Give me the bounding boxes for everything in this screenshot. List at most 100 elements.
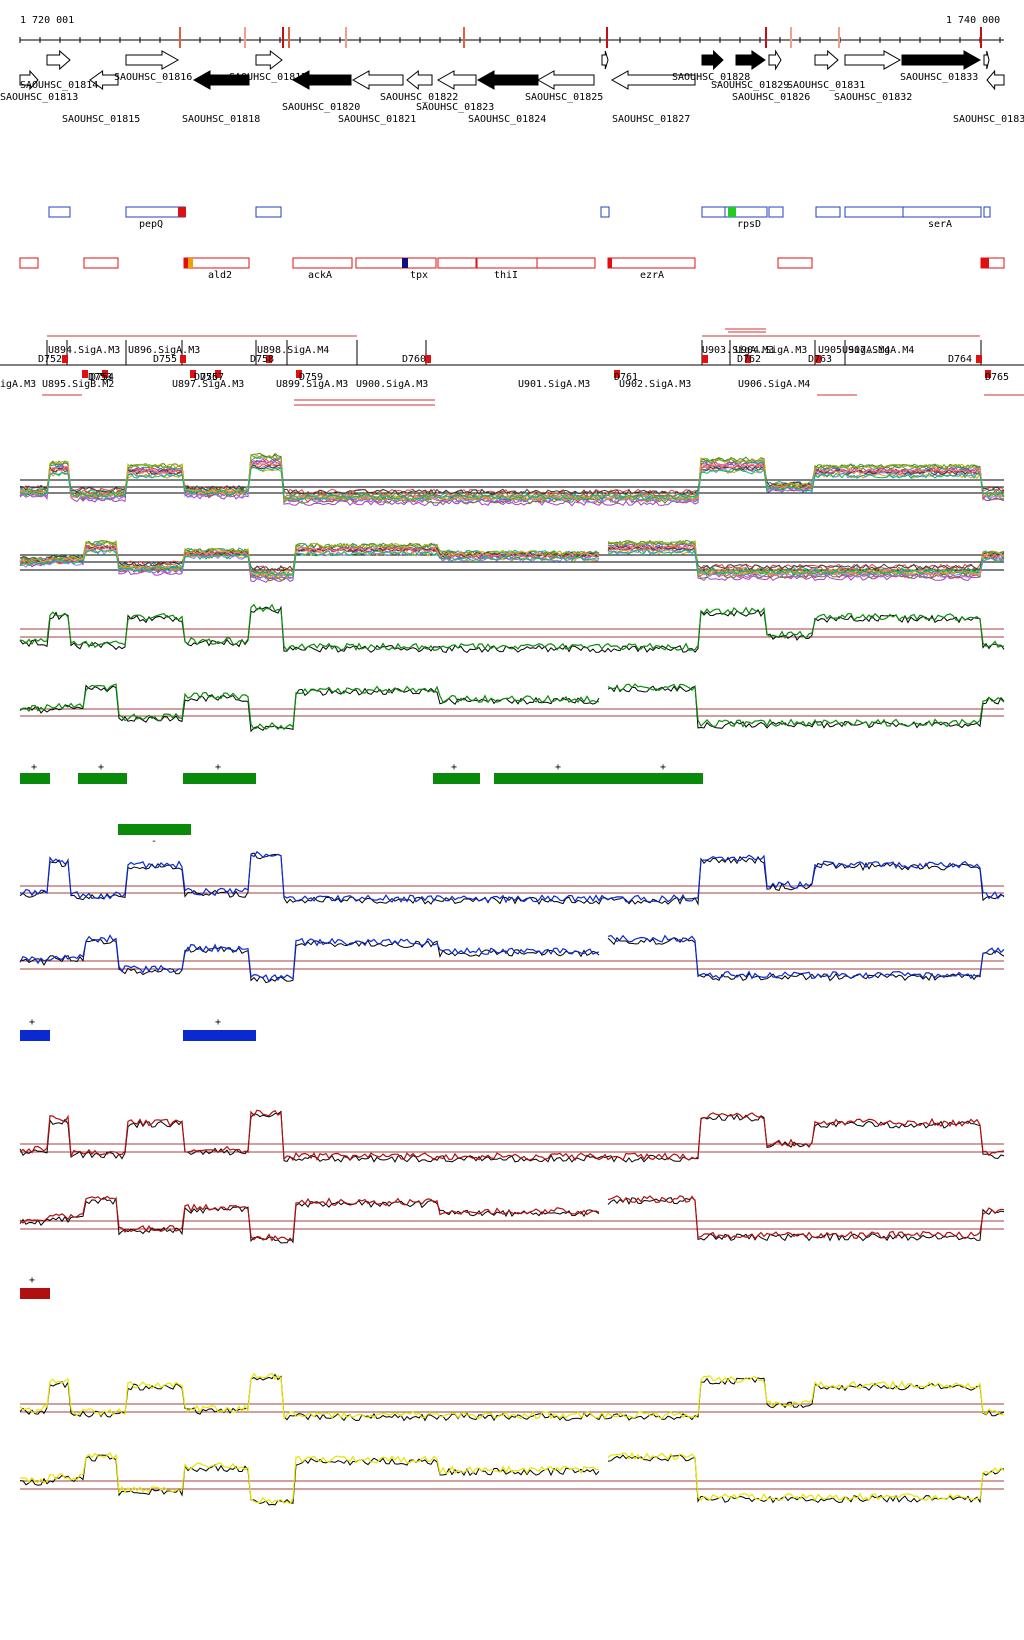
segment-label[interactable]: U906.SigA.M4 xyxy=(738,379,810,390)
expression-series xyxy=(19,850,1005,904)
gene-label[interactable]: SAOUHSC_01828 xyxy=(672,72,750,83)
segment-marker xyxy=(62,355,68,363)
gene-name[interactable]: rpsD xyxy=(737,219,761,230)
annotation-box xyxy=(607,257,696,269)
d-label[interactable]: D758 xyxy=(250,354,274,365)
gene-label[interactable]: SAOUHSC_01817 xyxy=(229,72,307,83)
gene-label[interactable]: SAOUHSC_01824 xyxy=(468,114,546,125)
gene-label[interactable]: SAOUHSC_01821 xyxy=(338,114,416,125)
gene-label[interactable]: SAOUHSC_01826 xyxy=(732,92,810,103)
segment-label[interactable]: U896.SigA.M3 xyxy=(128,345,200,356)
significance-bar xyxy=(433,773,480,784)
strand-mark: + xyxy=(29,1275,35,1286)
segment-marker xyxy=(976,355,982,363)
expression-series xyxy=(19,1109,1005,1162)
d-label[interactable]: D754 xyxy=(90,372,114,383)
d-label[interactable]: D761 xyxy=(614,372,638,383)
segment-label[interactable]: U902.SigA.M3 xyxy=(619,379,691,390)
segment-marker xyxy=(215,370,221,378)
segment-marker xyxy=(296,370,302,378)
gene-label[interactable]: SAOUHSC_01816 xyxy=(114,72,192,83)
gene-label[interactable]: SAOUHSC_01833 xyxy=(900,72,978,83)
segment-label[interactable]: U904.SigA.M3 xyxy=(735,345,807,356)
annotation-box xyxy=(815,206,841,218)
segment-label[interactable]: igA.M3 xyxy=(0,379,36,390)
annotation-track-blue xyxy=(48,206,991,218)
expression-series xyxy=(19,605,1005,654)
strand-mark: + xyxy=(31,762,37,773)
annotation-track-red xyxy=(19,257,1005,269)
gene-name[interactable]: ezrA xyxy=(640,270,664,281)
strand-mark: + xyxy=(98,762,104,773)
gene-name[interactable]: pepQ xyxy=(139,219,163,230)
segment-label[interactable]: U905.SigA.M4 xyxy=(818,345,890,356)
marker-box xyxy=(184,258,188,268)
strand-mark: + xyxy=(215,1017,221,1028)
annotation-box xyxy=(476,257,538,269)
gene-label[interactable]: SAOUHSC_01820 xyxy=(282,102,360,113)
d-label[interactable]: D765 xyxy=(985,372,1009,383)
gene-label[interactable]: SAOUHSC_01813 xyxy=(0,92,78,103)
d-label[interactable]: D762 xyxy=(737,354,761,365)
strand-mark: - xyxy=(151,836,157,847)
d-label[interactable]: D763 xyxy=(808,354,832,365)
gene-name[interactable]: ald2 xyxy=(208,270,232,281)
d-label[interactable]: D752 xyxy=(38,354,62,365)
d-label[interactable]: D759 xyxy=(299,372,323,383)
segment-marker xyxy=(266,355,272,363)
gene-label[interactable]: SAOUHSC_01822 xyxy=(380,92,458,103)
gene-name[interactable]: thiI xyxy=(494,270,518,281)
expression-series xyxy=(19,1110,1005,1163)
annotation-box xyxy=(255,206,282,218)
segment-marker xyxy=(985,370,991,378)
gene-label[interactable]: SAOUHSC_01823 xyxy=(416,102,494,113)
segment-label[interactable]: U898.SigA.M4 xyxy=(257,345,329,356)
gene-arrow xyxy=(536,70,595,90)
gene-arrow xyxy=(735,50,766,70)
expression-series xyxy=(19,936,1005,984)
segment-label[interactable]: U895.SigB.M2 xyxy=(42,379,114,390)
d-label[interactable]: D755 xyxy=(153,354,177,365)
gene-arrow xyxy=(19,69,39,91)
gene-label[interactable]: SAOUHSC_01814 xyxy=(20,80,98,91)
gene-label[interactable]: SAOUHSC_01825 xyxy=(525,92,603,103)
segment-label[interactable]: U903.SigA.M3 xyxy=(702,345,774,356)
d-label[interactable]: D756 xyxy=(194,372,218,383)
significance-bar xyxy=(183,773,256,784)
annotation-box xyxy=(724,206,768,218)
gene-label[interactable]: SAOUHSC_01829 xyxy=(711,80,789,91)
d-label[interactable]: D760 xyxy=(402,354,426,365)
gene-label[interactable]: SAOUHSC_01815 xyxy=(62,114,140,125)
strand-mark: + xyxy=(215,762,221,773)
gene-label[interactable]: SAOUHSC_01831 xyxy=(787,80,865,91)
red-gene-names: ald2 ackA tpx thiI ezrA xyxy=(208,270,664,281)
gene-arrow xyxy=(192,70,250,90)
segment-label[interactable]: U899.SigA.M3 xyxy=(276,379,348,390)
d-label[interactable]: D757 xyxy=(200,372,224,383)
segment-label[interactable]: U897.SigA.M3 xyxy=(172,379,244,390)
expression-series xyxy=(20,1451,1005,1505)
segment-label[interactable]: U901.SigA.M3 xyxy=(518,379,590,390)
gene-label[interactable]: SAOUHSC_01827 xyxy=(612,114,690,125)
segment-label[interactable]: U894.SigA.M3 xyxy=(48,345,120,356)
segment-label[interactable]: U900.SigA.M3 xyxy=(356,379,428,390)
expression-series xyxy=(19,1373,1005,1422)
marker-box xyxy=(188,258,193,268)
d-label[interactable]: D764 xyxy=(948,354,972,365)
segment-boundaries xyxy=(42,328,1024,406)
gene-label[interactable]: SAOUHSC_01834 xyxy=(953,114,1024,125)
segment-label[interactable]: U907.SigA.M4 xyxy=(842,345,914,356)
expression-series xyxy=(19,683,1005,731)
annotation-box xyxy=(292,257,353,269)
d-label[interactable]: D753 xyxy=(88,372,112,383)
expression-series xyxy=(19,934,1005,983)
strand-mark: + xyxy=(451,762,457,773)
gene-name[interactable]: ackA xyxy=(308,270,332,281)
gene-arrow xyxy=(125,50,180,70)
gene-label[interactable]: SAOUHSC_01818 xyxy=(182,114,260,125)
gene-label[interactable]: SAOUHSC_01832 xyxy=(834,92,912,103)
gene-name[interactable]: tpx xyxy=(410,270,428,281)
gene-arrow xyxy=(436,70,477,90)
gene-name[interactable]: serA xyxy=(928,219,952,230)
segment-marker xyxy=(702,355,708,363)
